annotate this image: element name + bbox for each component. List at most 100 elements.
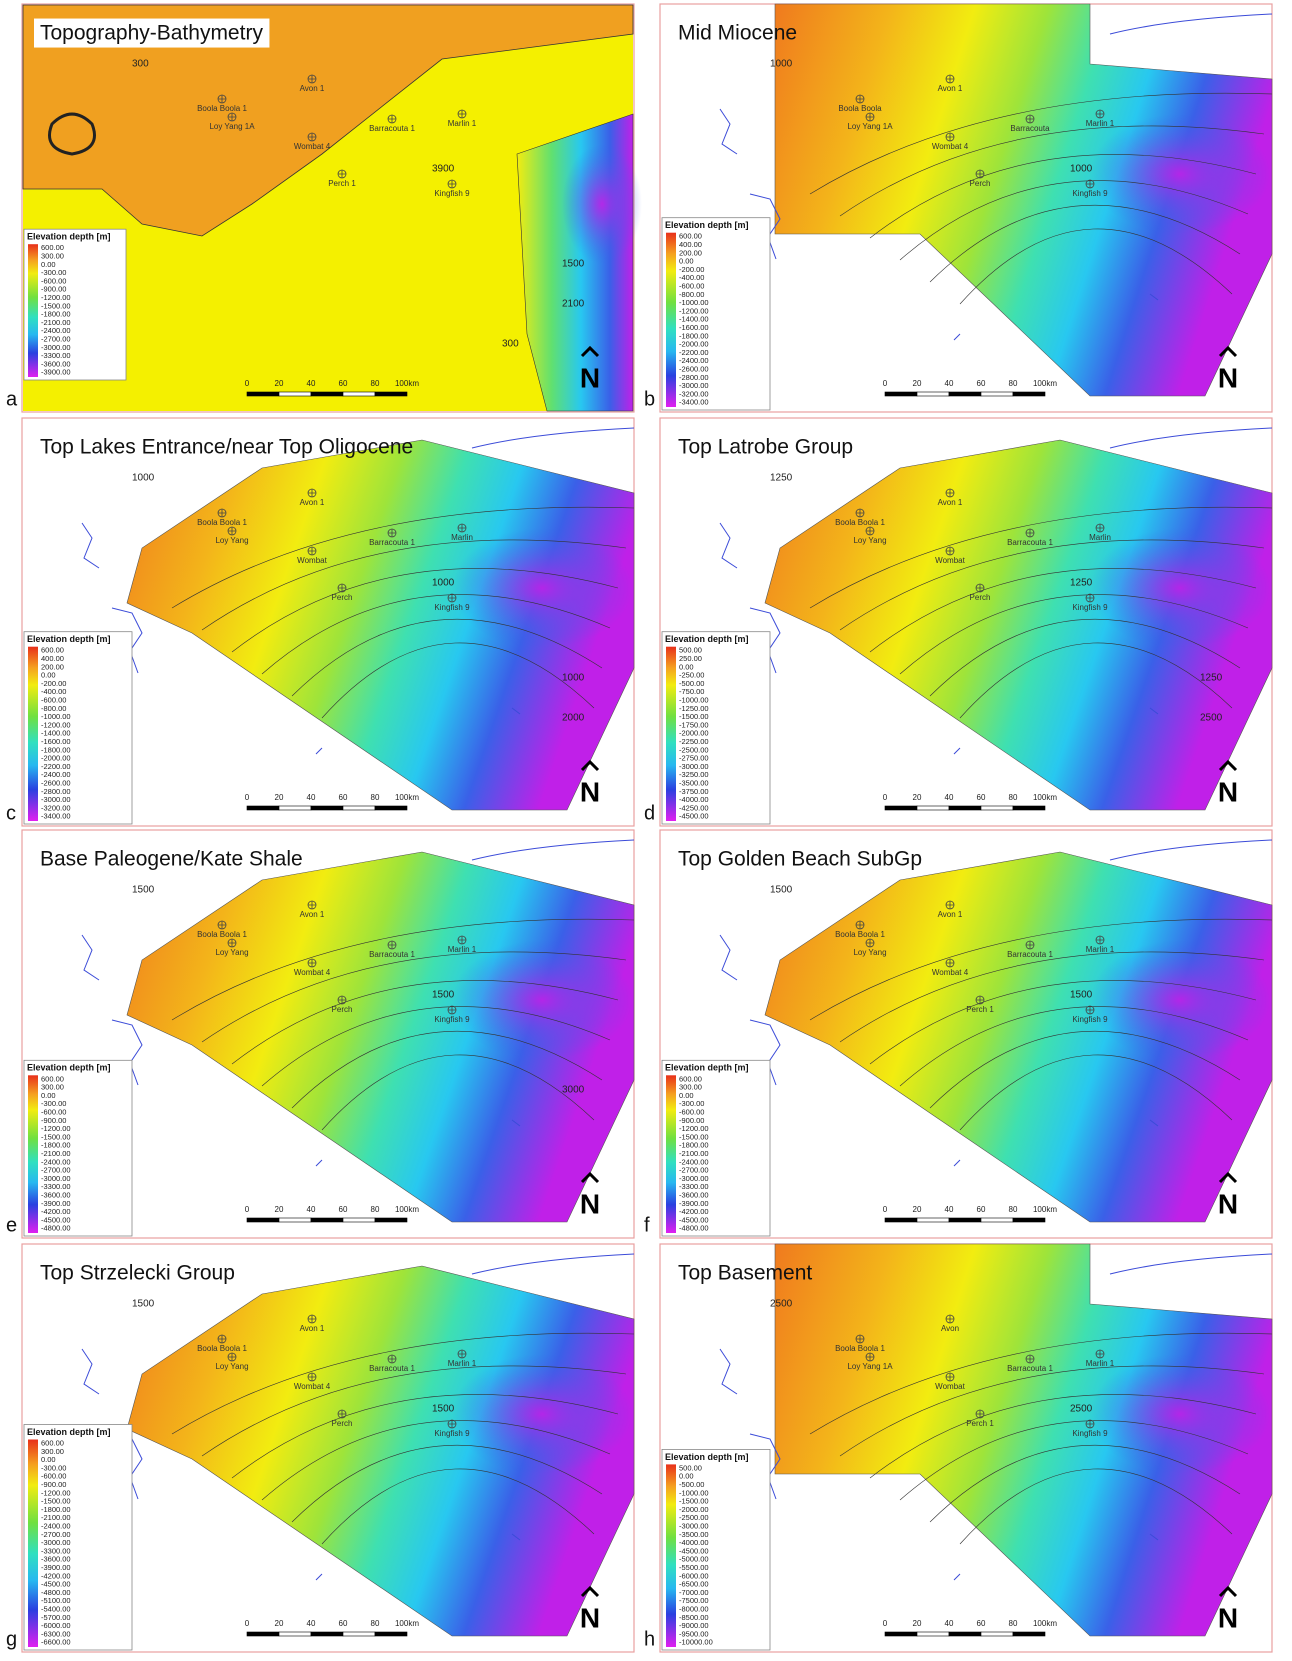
map-panel: Boola Boola 1Avon 1Loy YangWombat 4Barra… xyxy=(22,830,634,1238)
contour-label: 1000 xyxy=(432,578,455,589)
scale-segment xyxy=(375,806,407,810)
well-label: Perch xyxy=(332,1419,353,1428)
well-label: Perch 1 xyxy=(328,179,356,188)
legend-entry: -4500.00 xyxy=(679,812,709,821)
legend-colorbar xyxy=(28,647,38,821)
north-label: N xyxy=(580,362,600,393)
well-label: Kingfish 9 xyxy=(434,1015,470,1024)
basin-depocentre xyxy=(1090,940,1270,1060)
panel-letter: g xyxy=(6,1628,17,1650)
scale-label: 20 xyxy=(913,379,922,388)
well-label: Wombat xyxy=(935,556,965,565)
scale-label: 20 xyxy=(275,1205,284,1214)
well-label: Marlin xyxy=(1089,533,1111,542)
map-panel: Boola Boola 1Avon 1Loy YangWombat 4Barra… xyxy=(22,1244,634,1652)
well-label: Marlin 1 xyxy=(1086,945,1115,954)
legend-colorbar xyxy=(666,1075,676,1233)
scale-segment xyxy=(247,806,279,810)
scale-label: 40 xyxy=(307,1205,316,1214)
contour-label: 1500 xyxy=(432,990,455,1001)
basin-depocentre xyxy=(1090,1354,1270,1474)
contour-label: 1500 xyxy=(562,259,585,270)
scale-segment xyxy=(1013,1218,1045,1222)
scale-label: 100km xyxy=(1033,793,1057,802)
map-panel: Boola Boola 1Avon 1Loy Yang 1AWombat 4Ba… xyxy=(22,4,642,412)
scale-label: 20 xyxy=(913,1619,922,1628)
well-label: Avon xyxy=(941,1324,959,1333)
scale-segment xyxy=(279,1218,311,1222)
scale-segment xyxy=(247,1632,279,1636)
well-label: Avon 1 xyxy=(938,84,963,93)
scale-label: 60 xyxy=(977,1205,986,1214)
scale-label: 40 xyxy=(307,379,316,388)
well-label: Marlin 1 xyxy=(448,119,477,128)
scale-label: 40 xyxy=(945,1205,954,1214)
legend-colorbar xyxy=(28,1440,38,1648)
scale-label: 0 xyxy=(245,1619,250,1628)
panel-letter: c xyxy=(6,802,16,824)
well-label: Kingfish 9 xyxy=(434,603,470,612)
legend-entry: -3400.00 xyxy=(679,398,709,407)
scale-label: 0 xyxy=(883,793,888,802)
contour-label: 1250 xyxy=(1070,578,1093,589)
contour-label: 1500 xyxy=(132,1299,155,1310)
contour-label: 3900 xyxy=(432,164,455,175)
north-label: N xyxy=(1218,1602,1238,1633)
well-label: Kingfish 9 xyxy=(1072,1015,1108,1024)
well-label: Kingfish 9 xyxy=(1072,189,1108,198)
scale-segment xyxy=(949,1218,981,1222)
well-label: Loy Yang 1A xyxy=(209,122,255,131)
scale-label: 0 xyxy=(245,793,250,802)
map-panel: Boola Boola 1AvonLoy Yang 1AWombatBarrac… xyxy=(660,1244,1272,1652)
panel-letter: e xyxy=(6,1214,17,1236)
well-label: Boola Boola 1 xyxy=(197,1344,247,1353)
basin-depocentre xyxy=(452,940,632,1060)
north-label: N xyxy=(580,1188,600,1219)
scale-segment xyxy=(981,806,1013,810)
legend-box xyxy=(24,229,126,380)
scale-segment xyxy=(343,392,375,396)
well-label: Perch xyxy=(970,179,991,188)
scale-segment xyxy=(885,1218,917,1222)
scale-segment xyxy=(343,1218,375,1222)
well-label: Barracouta 1 xyxy=(1007,538,1053,547)
scale-label: 0 xyxy=(245,379,250,388)
north-label: N xyxy=(1218,1188,1238,1219)
legend-title: Elevation depth [m] xyxy=(27,634,111,644)
contour-label: 3000 xyxy=(562,1085,585,1096)
scale-segment xyxy=(247,392,279,396)
scale-label: 100km xyxy=(1033,1619,1057,1628)
contour-label: 1000 xyxy=(132,473,155,484)
panel-title: Top Basement xyxy=(678,1262,812,1285)
well-label: Perch xyxy=(332,593,353,602)
scale-label: 40 xyxy=(945,1619,954,1628)
panel-letter: h xyxy=(644,1628,655,1650)
contour-label: 1250 xyxy=(1200,673,1223,684)
scale-label: 0 xyxy=(245,1205,250,1214)
well-label: Barracouta 1 xyxy=(1007,1364,1053,1373)
legend-entry: -10000.00 xyxy=(679,1638,713,1647)
scale-segment xyxy=(981,392,1013,396)
scale-segment xyxy=(917,1632,949,1636)
legend-entry: -4800.00 xyxy=(41,1224,71,1233)
scale-segment xyxy=(343,1632,375,1636)
scale-segment xyxy=(279,806,311,810)
well-label: Kingfish 9 xyxy=(434,1429,470,1438)
north-label: N xyxy=(1218,776,1238,807)
scale-segment xyxy=(311,392,343,396)
scale-label: 0 xyxy=(883,1619,888,1628)
scale-label: 40 xyxy=(945,793,954,802)
scale-segment xyxy=(375,1632,407,1636)
scale-label: 80 xyxy=(371,1619,380,1628)
contour-label: 1500 xyxy=(432,1404,455,1415)
panel-title: Top Latrobe Group xyxy=(678,436,853,459)
well-label: Wombat 4 xyxy=(932,142,969,151)
well-label: Boola Boola 1 xyxy=(197,518,247,527)
well-label: Avon 1 xyxy=(300,910,325,919)
scale-label: 80 xyxy=(371,379,380,388)
scale-segment xyxy=(247,1218,279,1222)
well-label: Kingfish 9 xyxy=(1072,603,1108,612)
legend-entry: -3400.00 xyxy=(41,812,71,821)
well-label: Kingfish 9 xyxy=(434,189,470,198)
legend-colorbar xyxy=(666,1464,676,1647)
